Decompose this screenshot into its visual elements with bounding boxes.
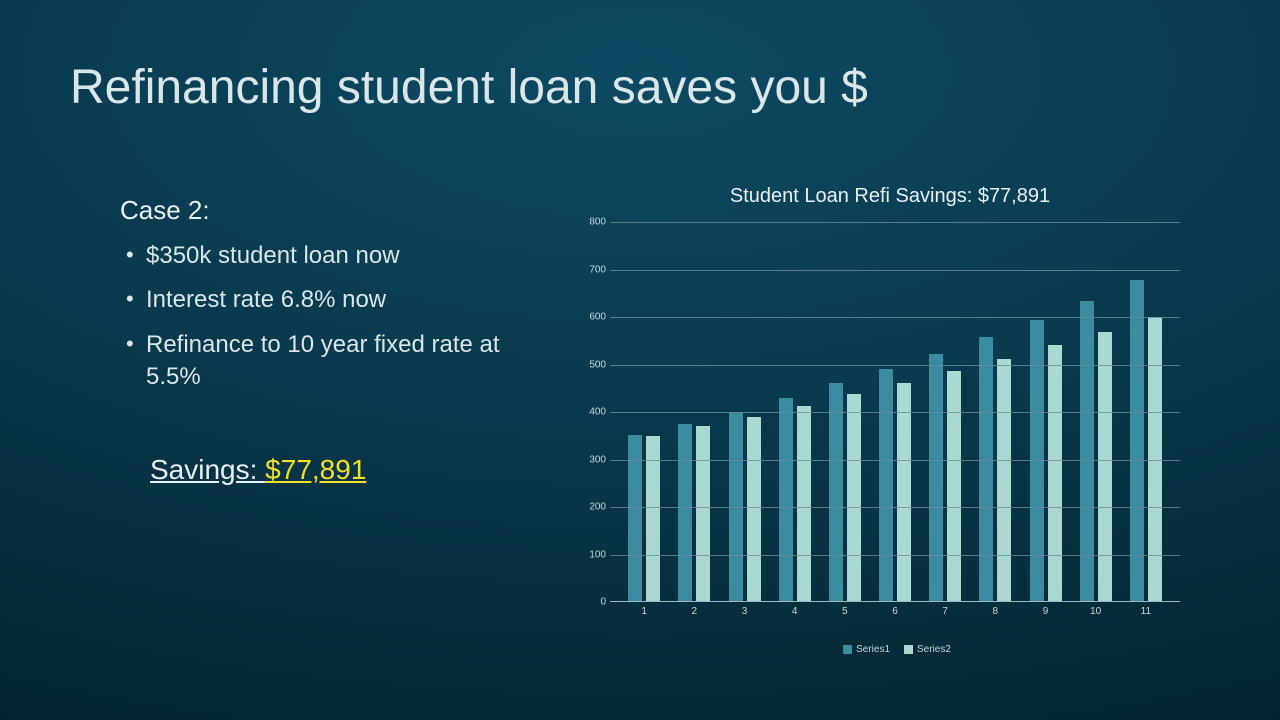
y-tick-label: 300 [570, 454, 606, 465]
y-tick-label: 800 [570, 217, 606, 228]
y-tick-label: 200 [570, 502, 606, 513]
left-column: Case 2: $350k student loan now Interest … [120, 195, 540, 486]
gridline [610, 270, 1180, 271]
plot-area [610, 222, 1180, 602]
x-tick-label: 5 [842, 606, 848, 617]
x-tick-label: 9 [1043, 606, 1049, 617]
bar-series2 [747, 417, 761, 601]
bar-series1 [879, 369, 893, 601]
x-tick-label: 8 [993, 606, 999, 617]
x-tick-label: 4 [792, 606, 798, 617]
bullet-item: Refinance to 10 year fixed rate at 5.5% [126, 329, 540, 394]
gridline [610, 222, 1180, 223]
y-tick-label: 100 [570, 549, 606, 560]
bar-series1 [829, 383, 843, 601]
bar-series1 [779, 398, 793, 601]
gridline [610, 460, 1180, 461]
bar-series1 [1130, 280, 1144, 601]
y-tick-label: 500 [570, 359, 606, 370]
savings-line: Savings: $77,891 [150, 454, 540, 486]
y-tick-label: 700 [570, 264, 606, 275]
x-tick-label: 11 [1141, 606, 1151, 617]
savings-label: Savings: [150, 454, 265, 485]
bar-series1 [979, 337, 993, 601]
y-tick-label: 0 [570, 597, 606, 608]
case-label: Case 2: [120, 195, 540, 226]
x-tick-label: 3 [742, 606, 748, 617]
bar-series2 [696, 426, 710, 601]
gridline [610, 555, 1180, 556]
legend-label: Series1 [856, 644, 890, 655]
bar-series1 [678, 424, 692, 601]
bar-series2 [897, 383, 911, 602]
bar-series2 [847, 394, 861, 601]
savings-amount: $77,891 [265, 454, 366, 485]
x-tick-label: 10 [1090, 606, 1101, 617]
bar-series2 [997, 359, 1011, 601]
bullet-list: $350k student loan now Interest rate 6.8… [120, 240, 540, 394]
chart-title: Student Loan Refi Savings: $77,891 [570, 185, 1210, 208]
bar-series2 [1048, 345, 1062, 602]
x-tick-label: 1 [641, 606, 647, 617]
bullet-item: $350k student loan now [126, 240, 540, 272]
x-tick-label: 7 [942, 606, 948, 617]
y-tick-label: 400 [570, 407, 606, 418]
bar-series2 [797, 406, 811, 601]
legend-swatch [843, 645, 852, 654]
legend-label: Series2 [917, 644, 951, 655]
x-tick-label: 2 [692, 606, 698, 617]
refi-savings-chart: Student Loan Refi Savings: $77,891 0 100 2… [570, 185, 1210, 675]
bar-series1 [1080, 301, 1094, 601]
gridline [610, 412, 1180, 413]
legend-swatch [904, 645, 913, 654]
gridline [610, 317, 1180, 318]
bar-series1 [929, 354, 943, 601]
bullet-item: Interest rate 6.8% now [126, 284, 540, 316]
x-tick-label: 6 [892, 606, 898, 617]
bar-series2 [1098, 332, 1112, 601]
chart-legend: Series1 Series2 [570, 644, 1210, 655]
y-tick-label: 600 [570, 312, 606, 323]
gridline [610, 507, 1180, 508]
slide-title: Refinancing student loan saves you $ [70, 60, 868, 115]
bar-series2 [947, 371, 961, 601]
chart-plot: 01002003004005006007008001234567891011 [570, 222, 1190, 622]
gridline [610, 365, 1180, 366]
